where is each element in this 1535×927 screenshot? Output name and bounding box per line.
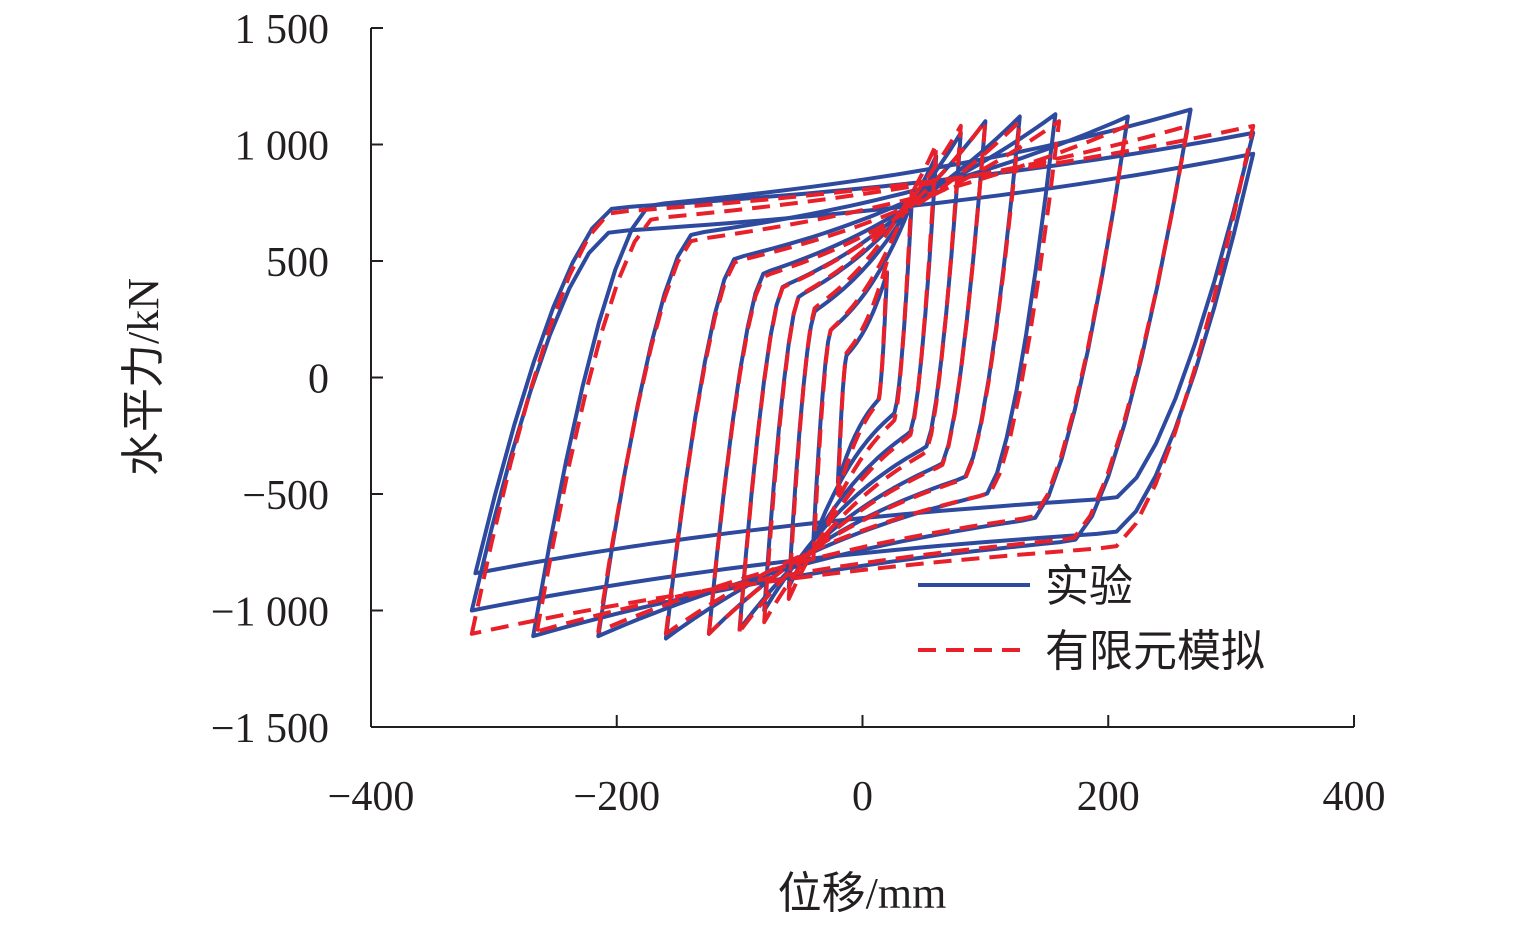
y-tick-label: −1 500 xyxy=(211,706,329,752)
hysteresis-loop xyxy=(596,123,1129,634)
x-tick-label: 0 xyxy=(852,774,873,820)
legend-label-experiment: 实验 xyxy=(1045,562,1133,611)
y-tick-label: 1 500 xyxy=(235,7,330,53)
y-tick-label: −1 000 xyxy=(211,590,329,636)
hysteresis-loop xyxy=(663,119,1062,636)
hysteresis-loop xyxy=(835,259,890,496)
legend: 实验 有限元模拟 xyxy=(918,562,1265,676)
hysteresis-loop xyxy=(534,123,1191,634)
x-tick-label: −200 xyxy=(573,774,660,820)
y-tick-label: −500 xyxy=(242,473,329,519)
x-tick-label: 400 xyxy=(1323,774,1386,820)
hysteresis-loop xyxy=(786,142,939,601)
y-axis-title: 水平力/kN xyxy=(119,278,168,476)
series-fem xyxy=(469,119,1256,636)
hysteresis-loop xyxy=(663,112,1058,641)
hysteresis-loop xyxy=(737,119,988,634)
x-axis-title: 位移/mm xyxy=(778,869,947,918)
legend-label-fem: 有限元模拟 xyxy=(1045,627,1265,676)
ticks: −400 −200 0 200 400 1 500 1 000 500 0 −500 −1 000 −… xyxy=(211,7,1386,820)
hysteresis-loop xyxy=(469,151,1256,613)
x-tick-label: 200 xyxy=(1077,774,1140,820)
y-tick-label: 500 xyxy=(266,240,329,286)
hysteresis-loop xyxy=(596,114,1130,639)
y-tick-label: 0 xyxy=(308,357,329,403)
y-tick-label: 1 000 xyxy=(235,124,330,170)
plot-series xyxy=(469,107,1256,641)
hysteresis-loop xyxy=(469,123,1256,636)
hysteresis-loop xyxy=(762,123,963,625)
x-tick-label: −400 xyxy=(328,774,415,820)
hysteresis-loop xyxy=(811,189,914,562)
